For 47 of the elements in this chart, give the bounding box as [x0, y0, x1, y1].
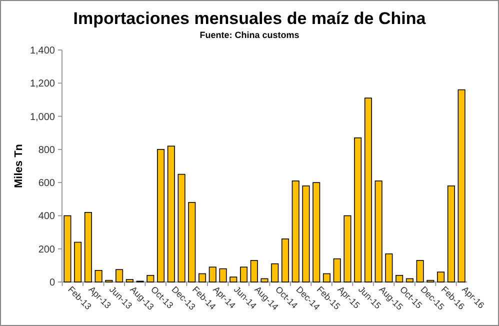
- y-axis-title: Miles Tn: [13, 144, 25, 188]
- bar: [260, 278, 268, 282]
- bar: [178, 174, 186, 282]
- y-tick-label: 0: [49, 278, 56, 288]
- y-tick-label: 1,000: [30, 112, 56, 123]
- bar: [416, 260, 424, 282]
- y-tick-label: 1,200: [30, 78, 56, 90]
- bar: [219, 268, 227, 282]
- bar: [396, 274, 404, 282]
- y-tick-label: 1,400: [30, 46, 56, 56]
- bar: [312, 182, 320, 282]
- bar: [447, 185, 455, 282]
- bar: [126, 279, 134, 282]
- bar: [240, 266, 248, 282]
- y-tick-label: 800: [38, 144, 56, 156]
- bar: [74, 242, 82, 282]
- bar: [271, 263, 279, 282]
- bar: [292, 180, 300, 282]
- bar: [458, 89, 466, 282]
- bar: [208, 266, 216, 282]
- chart-title: Importaciones mensuales de maíz de China: [73, 9, 426, 28]
- bar: [333, 258, 341, 282]
- bar: [230, 276, 238, 282]
- bar: [374, 180, 382, 282]
- y-tick-label: 400: [38, 211, 56, 222]
- bar: [250, 260, 258, 282]
- bar: [322, 273, 330, 282]
- bar: [354, 137, 362, 282]
- bar: [385, 253, 393, 282]
- bar: [302, 185, 310, 282]
- y-tick-label: 600: [38, 178, 56, 190]
- bar: [94, 270, 102, 282]
- bar: [437, 272, 445, 282]
- bar: [344, 215, 352, 282]
- bar: [406, 278, 414, 282]
- bar: [167, 146, 175, 282]
- bar: [198, 273, 206, 282]
- bar: [116, 269, 124, 282]
- chart-subtitle: Fuente: China customs: [200, 30, 300, 40]
- bar: [188, 202, 196, 282]
- bar: [281, 238, 290, 282]
- bar: [364, 98, 372, 282]
- bar: [157, 149, 165, 282]
- y-tick-label: 200: [38, 244, 56, 256]
- bar: [64, 215, 72, 282]
- bar: [84, 212, 92, 282]
- bar: [146, 274, 154, 282]
